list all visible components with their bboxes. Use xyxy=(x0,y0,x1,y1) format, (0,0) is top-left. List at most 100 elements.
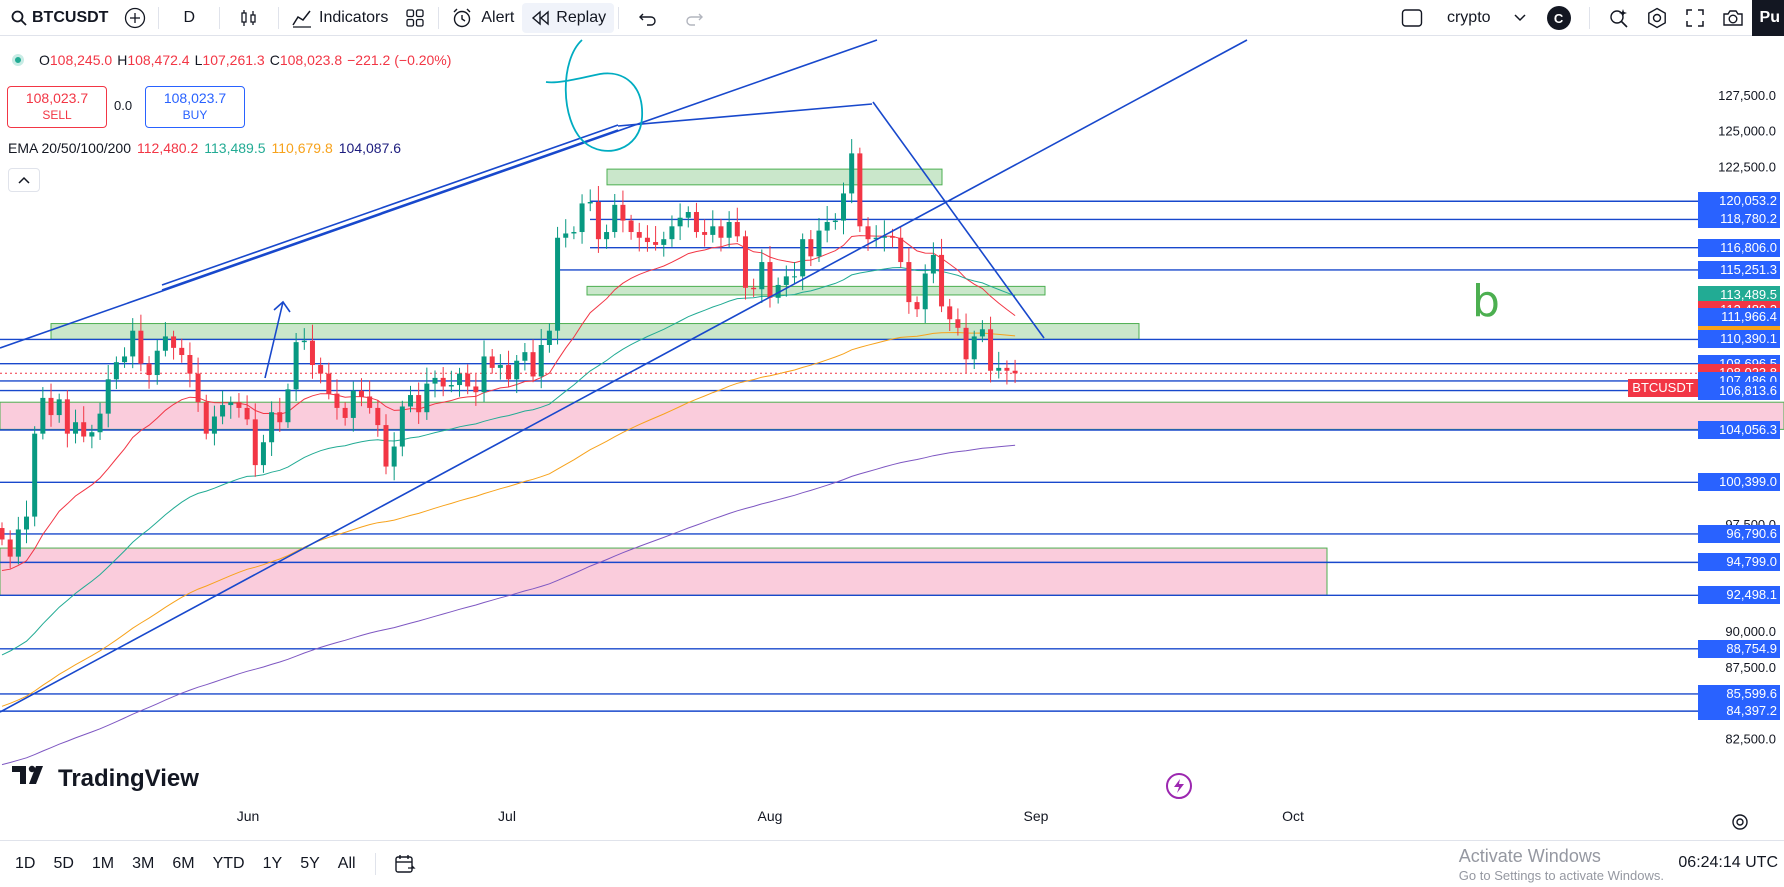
candle-body xyxy=(996,367,1002,371)
indicators-icon xyxy=(291,7,313,29)
chart-type-button[interactable] xyxy=(224,0,274,36)
candle-body xyxy=(816,230,822,257)
ema-legend[interactable]: EMA 20/50/100/200 112,480.2 113,489.5 11… xyxy=(8,140,401,156)
candle-body xyxy=(465,373,471,387)
symbol-search[interactable]: BTCUSDT xyxy=(0,0,116,36)
resistance-zone-top xyxy=(606,168,943,186)
range-button-ytd[interactable]: YTD xyxy=(212,855,245,872)
axis-settings-icon[interactable] xyxy=(1730,812,1750,832)
range-button-1m[interactable]: 1M xyxy=(91,855,115,872)
candle-body xyxy=(906,262,912,303)
watermark-title: Activate Windows xyxy=(1458,846,1601,866)
descending-trendline xyxy=(872,101,1045,339)
candle-body xyxy=(236,402,242,408)
toolbar-divider xyxy=(219,6,220,29)
candle-body xyxy=(432,377,438,384)
buy-button[interactable]: 108,023.7 BUY xyxy=(145,86,245,128)
candle-body xyxy=(783,276,789,285)
wave-b-label: b xyxy=(1472,276,1500,327)
sparkle-search-icon xyxy=(1608,7,1630,29)
candle-body xyxy=(138,330,144,364)
range-button-1d[interactable]: 1D xyxy=(15,855,36,872)
top-toolbar: BTCUSDT D Indicators Alert R xyxy=(0,0,1784,36)
price-tick-label: 122,500.0 xyxy=(1718,159,1776,174)
candle-body xyxy=(326,373,332,394)
event-lightning-icon[interactable] xyxy=(1166,773,1192,799)
candle-body xyxy=(154,350,160,376)
price-level-label: 106,813.6 xyxy=(1698,381,1780,400)
time-tick-label: Jun xyxy=(236,808,260,824)
range-button-all[interactable]: All xyxy=(337,855,356,872)
templates-button[interactable] xyxy=(396,0,434,36)
toolbar-divider xyxy=(278,6,279,29)
range-button-1y[interactable]: 1Y xyxy=(262,855,283,872)
compare-button[interactable] xyxy=(116,0,154,36)
undo-button[interactable] xyxy=(623,0,673,36)
price-level-label: 120,053.2 xyxy=(1698,192,1780,211)
buy-label: BUY xyxy=(182,108,208,122)
high-value: 108,472.4 xyxy=(127,52,190,68)
fullscreen-toggle[interactable] xyxy=(1385,0,1439,36)
quick-search-button[interactable] xyxy=(1600,0,1638,36)
candle-body xyxy=(24,516,30,530)
watermark-subtitle: Go to Settings to activate Windows. xyxy=(1458,868,1664,883)
alert-button[interactable]: Alert xyxy=(443,0,522,36)
time-axis[interactable]: Jun Jul Aug Sep Oct xyxy=(0,808,1698,830)
candle-body xyxy=(587,202,593,204)
candle-body xyxy=(677,217,683,227)
utc-clock[interactable]: 06:24:14 UTC xyxy=(1678,854,1778,871)
close-value: 108,023.8 xyxy=(279,52,343,68)
candle-body xyxy=(522,352,528,361)
collapse-legend-button[interactable] xyxy=(8,168,40,192)
settings-button[interactable] xyxy=(1638,0,1676,36)
interval-button[interactable]: D xyxy=(163,0,215,36)
price-axis[interactable]: 120,053.2 118,780.2 116,806.0 115,251.3 113,… xyxy=(1698,36,1784,840)
windows-activation-watermark: Activate Windows Go to Settings to activ… xyxy=(1459,846,1664,886)
redo-icon xyxy=(683,7,705,29)
change-value: −221.2 (−0.20%) xyxy=(347,52,452,68)
demand-zone-lower xyxy=(0,547,1328,596)
candle-body xyxy=(922,273,928,310)
candle-body xyxy=(604,232,610,240)
snapshot-button[interactable] xyxy=(1714,0,1752,36)
candle-body xyxy=(318,365,324,374)
price-tick-label: 125,000.0 xyxy=(1718,124,1776,139)
grid-icon xyxy=(404,7,426,29)
candle-body xyxy=(269,412,275,443)
range-button-3m[interactable]: 3M xyxy=(132,855,155,872)
goto-date-button[interactable] xyxy=(386,846,424,882)
range-button-5d[interactable]: 5D xyxy=(53,855,74,872)
price-level-label: 104,056.3 xyxy=(1698,420,1780,439)
price-chart[interactable]: b 127,500.0125,000.0122,500.097,500.090,… xyxy=(0,36,1784,840)
range-button-5y[interactable]: 5Y xyxy=(300,855,320,872)
candle-body xyxy=(963,327,969,360)
expand-icon xyxy=(1684,7,1706,29)
candle-body xyxy=(481,356,487,393)
candle-body xyxy=(1012,370,1018,374)
toolbar-divider xyxy=(374,853,376,875)
symbol-price-tag: BTCUSDT xyxy=(1628,379,1698,397)
range-button-6m[interactable]: 6M xyxy=(172,855,195,872)
replay-button[interactable]: Replay xyxy=(522,2,615,33)
redo-button[interactable] xyxy=(673,0,715,36)
symbol-name: BTCUSDT xyxy=(32,8,109,26)
ema20-value: 112,480.2 xyxy=(137,140,199,156)
layout-menu[interactable]: crypto xyxy=(1439,0,1539,36)
fullscreen-button[interactable] xyxy=(1676,0,1714,36)
candle-body xyxy=(89,432,95,437)
close-key: C xyxy=(269,52,280,68)
bottom-toolbar: 1D 5D 1M 3M 6M YTD 1Y 5Y All xyxy=(0,840,1784,887)
price-tick-label: 87,500.0 xyxy=(1725,660,1776,675)
candle-body xyxy=(563,233,569,238)
tradingview-mark-icon xyxy=(12,764,52,793)
low-key: L xyxy=(194,52,203,68)
interval-label: D xyxy=(183,8,195,26)
publish-button[interactable]: Pu xyxy=(1751,0,1784,36)
sell-button[interactable]: 108,023.7 SELL xyxy=(7,86,107,128)
channel-upper-line xyxy=(0,39,878,349)
indicators-button[interactable]: Indicators xyxy=(283,0,396,36)
account-avatar[interactable]: C xyxy=(1539,0,1579,36)
candle-body xyxy=(97,413,103,433)
layout-name: crypto xyxy=(1446,9,1491,26)
time-tick-label: Sep xyxy=(1023,808,1049,824)
